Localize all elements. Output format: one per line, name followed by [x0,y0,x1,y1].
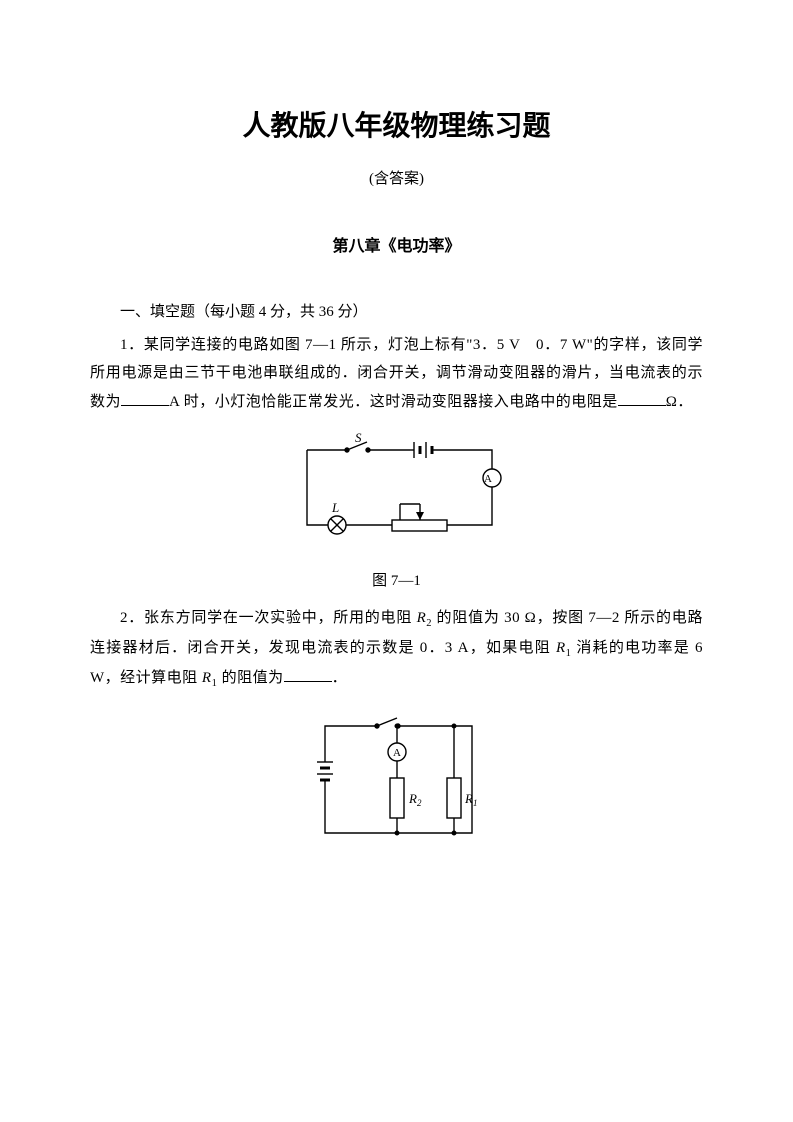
q2-text-d: 的阻值为 [217,670,283,686]
page-subtitle: (含答案) [90,165,703,194]
figure-7-2: A R2 R1 [90,708,703,859]
r1-label: R1 [464,791,477,808]
q2-text-a: 2．张东方同学在一次实验中，所用的电阻 [120,610,417,626]
figure-1-caption: 图 7—1 [90,567,703,596]
q1-unit-b: Ω． [666,394,693,410]
blank-fill [284,667,332,682]
chapter-heading: 第八章《电功率》 [90,232,703,262]
ammeter-label: A [484,473,492,485]
var-r1b: R [202,670,212,686]
page-title: 人教版八年级物理练习题 [90,100,703,153]
var-r1: R [556,640,566,656]
r2-label: R2 [408,791,422,808]
var-r2: R [417,610,427,626]
bulb-label: L [331,500,339,515]
question-1: 1．某同学连接的电路如图 7—1 所示，灯泡上标有"3．5 V 0．7 W"的字… [90,331,703,417]
blank-fill [121,391,169,406]
switch-label: S [355,430,362,445]
q2-end: ． [332,670,348,686]
blank-fill [618,391,666,406]
question-2: 2．张东方同学在一次实验中，所用的电阻 R2 的阻值为 30 Ω，按图 7—2 … [90,604,703,694]
circuit-diagram-1: S A L [282,430,512,550]
ammeter-label-2: A [393,747,401,759]
figure-7-1: S A L [90,430,703,561]
q1-unit-a: A 时，小灯泡恰能正常发光．这时滑动变阻器接入电路中的电阻是 [169,394,618,410]
circuit-diagram-2: A R2 R1 [297,708,497,848]
section-header: 一、填空题（每小题 4 分，共 36 分） [90,298,703,327]
